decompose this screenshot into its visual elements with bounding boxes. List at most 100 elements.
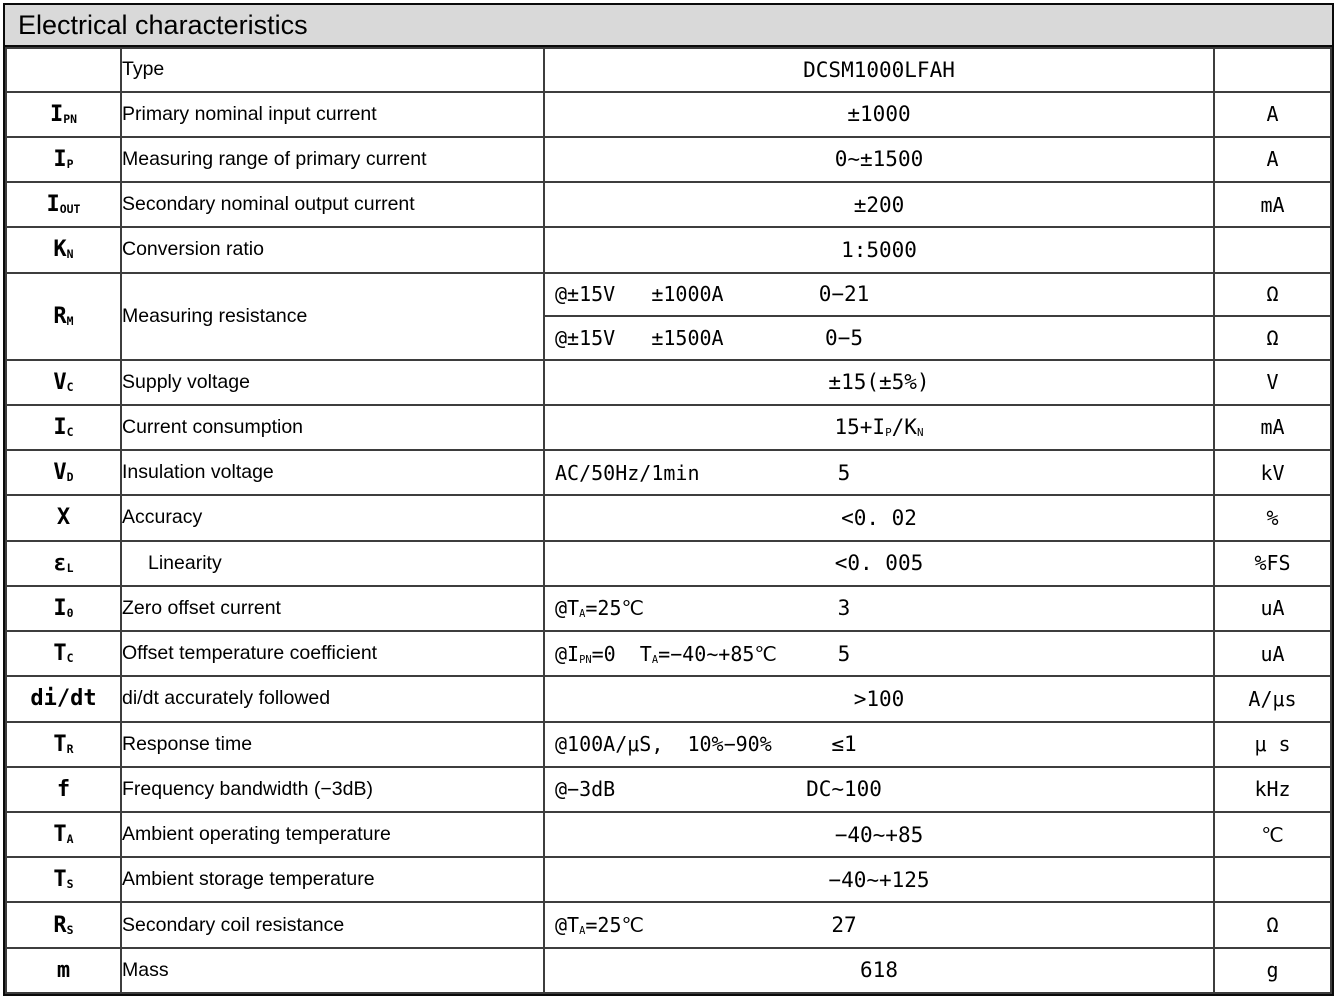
symbol-cell: I0	[5, 584, 122, 633]
value-text: 5	[837, 641, 851, 666]
value-cell: @TA=25℃ 3	[543, 584, 1215, 633]
condition-text: AC/50Hz/1min	[555, 460, 700, 485]
table-row-kn: KN Conversion ratio 1:5000	[5, 226, 1332, 274]
table-row-tc: TC Offset temperature coefficient @IPN=0…	[5, 630, 1332, 678]
symbol-cell: f	[5, 765, 122, 813]
symbol-cell: TS	[5, 856, 122, 904]
condition-text: @±15V ±1500A	[555, 325, 724, 350]
unit-cell: A/μs	[1213, 675, 1332, 723]
electrical-characteristics-table: Type DCSM1000LFAH IPN Primary nominal in…	[5, 47, 1332, 995]
unit-cell: mA	[1213, 181, 1332, 229]
unit-cell: μ s	[1213, 720, 1332, 768]
table-row-iout: IOUT Secondary nominal output current ±2…	[5, 181, 1332, 229]
value-text: 27	[831, 913, 857, 938]
symbol-cell: IPN	[5, 90, 122, 138]
parameter-label: Offset temperature coefficient	[120, 630, 545, 678]
parameter-label: Conversion ratio	[120, 226, 545, 274]
table-row-vc: VC Supply voltage ±15(±5%) V	[5, 358, 1332, 406]
parameter-label: Frequency bandwidth (−3dB)	[120, 765, 545, 813]
unit-cell: A	[1213, 135, 1332, 184]
value-cell: 618	[543, 946, 1215, 995]
parameter-label: Mass	[120, 946, 545, 995]
parameter-label: Accuracy	[120, 494, 545, 542]
value-text: ≤1	[831, 732, 857, 757]
value-cell: ±200	[543, 181, 1215, 229]
value-cell: −40∼+125	[543, 856, 1215, 904]
unit-cell: kV	[1213, 449, 1332, 497]
unit-cell: Ω	[1213, 271, 1332, 318]
symbol-cell: TR	[5, 720, 122, 768]
table-row-didt: di/dt di/dt accurately followed >100 A/μ…	[5, 675, 1332, 723]
type-value: DCSM1000LFAH	[543, 47, 1215, 93]
table-row-i0: I0 Zero offset current @TA=25℃ 3 uA	[5, 584, 1332, 633]
symbol-cell	[5, 47, 122, 93]
symbol-cell: KN	[5, 226, 122, 274]
unit-cell: V	[1213, 358, 1332, 406]
value-cell: <0. 02	[543, 494, 1215, 542]
table-row-x: X Accuracy <0. 02 %	[5, 494, 1332, 542]
value-text: 3	[837, 596, 851, 621]
symbol-cell: VD	[5, 449, 122, 497]
table-row-ta: TA Ambient operating temperature −40∼+85…	[5, 810, 1332, 859]
value-text: 0−21	[818, 282, 870, 307]
unit-cell: %	[1213, 494, 1332, 542]
table-row-type: Type DCSM1000LFAH	[5, 47, 1332, 93]
value-cell: @IPN=0 TA=−40∼+85℃ 5	[543, 630, 1215, 678]
parameter-label: Insulation voltage	[120, 449, 545, 497]
unit-cell	[1213, 226, 1332, 274]
parameter-label: Linearity	[120, 539, 545, 587]
unit-cell: uA	[1213, 584, 1332, 633]
condition-text: @±15V ±1000A	[555, 282, 724, 307]
type-label: Type	[120, 47, 545, 93]
section-title: Electrical characteristics	[18, 9, 308, 40]
parameter-label: Secondary nominal output current	[120, 181, 545, 229]
unit-cell: Ω	[1213, 901, 1332, 949]
table-row-linearity: εL Linearity <0. 005 %FS	[5, 539, 1332, 587]
value-cell: 1:5000	[543, 226, 1215, 274]
table-row-tr: TR Response time @100A/μS, 10%−90% ≤1 μ …	[5, 720, 1332, 768]
table-row-ic: IC Current consumption 15+IP/KN mA	[5, 403, 1332, 452]
condition-text: @TA=25℃	[555, 596, 644, 621]
symbol-cell: RS	[5, 901, 122, 949]
value-cell: ±1000	[543, 90, 1215, 138]
parameter-label: Primary nominal input current	[120, 90, 545, 138]
parameter-label: Current consumption	[120, 403, 545, 452]
value-cell: @TA=25℃ 27	[543, 901, 1215, 949]
table-row-mass: m Mass 618 g	[5, 946, 1332, 995]
value-cell: @−3dB DC∼100	[543, 765, 1215, 813]
unit-cell: kHz	[1213, 765, 1332, 813]
condition-text: @−3dB	[555, 777, 616, 802]
symbol-cell: X	[5, 494, 122, 542]
condition-text: @IPN=0 TA=−40∼+85℃	[555, 641, 777, 666]
value-cell: @±15V ±1500A 0−5	[543, 315, 1215, 361]
value-cell: −40∼+85	[543, 810, 1215, 859]
unit-cell: %FS	[1213, 539, 1332, 587]
parameter-label: Ambient operating temperature	[120, 810, 545, 859]
unit-cell	[1213, 856, 1332, 904]
table-row-ts: TS Ambient storage temperature −40∼+125	[5, 856, 1332, 904]
unit-cell: ℃	[1213, 810, 1332, 859]
table-row-vd: VD Insulation voltage AC/50Hz/1min 5 kV	[5, 449, 1332, 497]
symbol-cell: εL	[5, 539, 122, 587]
unit-cell: Ω	[1213, 315, 1332, 361]
table-row-rs: RS Secondary coil resistance @TA=25℃ 27 …	[5, 901, 1332, 949]
value-cell: AC/50Hz/1min 5	[543, 449, 1215, 497]
condition-text: @100A/μS, 10%−90%	[555, 732, 772, 757]
value-cell: ±15(±5%)	[543, 358, 1215, 406]
value-cell: >100	[543, 675, 1215, 723]
value-text: 5	[837, 460, 851, 485]
value-cell: @±15V ±1000A 0−21	[543, 271, 1215, 318]
symbol-cell: TC	[5, 630, 122, 678]
parameter-label: Zero offset current	[120, 584, 545, 633]
value-text: 0−5	[825, 325, 863, 350]
table-row-rm-2: @±15V ±1500A 0−5 Ω	[6, 315, 1332, 361]
symbol-cell: RM	[5, 271, 122, 361]
table-frame: Electrical characteristics Type DCSM1000…	[3, 3, 1334, 996]
table-row-f: f Frequency bandwidth (−3dB) @−3dB DC∼10…	[5, 765, 1332, 813]
parameter-label: Measuring range of primary current	[120, 135, 545, 184]
value-cell: 0∼±1500	[543, 135, 1215, 184]
value-cell: 15+IP/KN	[543, 403, 1215, 452]
symbol-cell: VC	[5, 358, 122, 406]
unit-cell: A	[1213, 90, 1332, 138]
